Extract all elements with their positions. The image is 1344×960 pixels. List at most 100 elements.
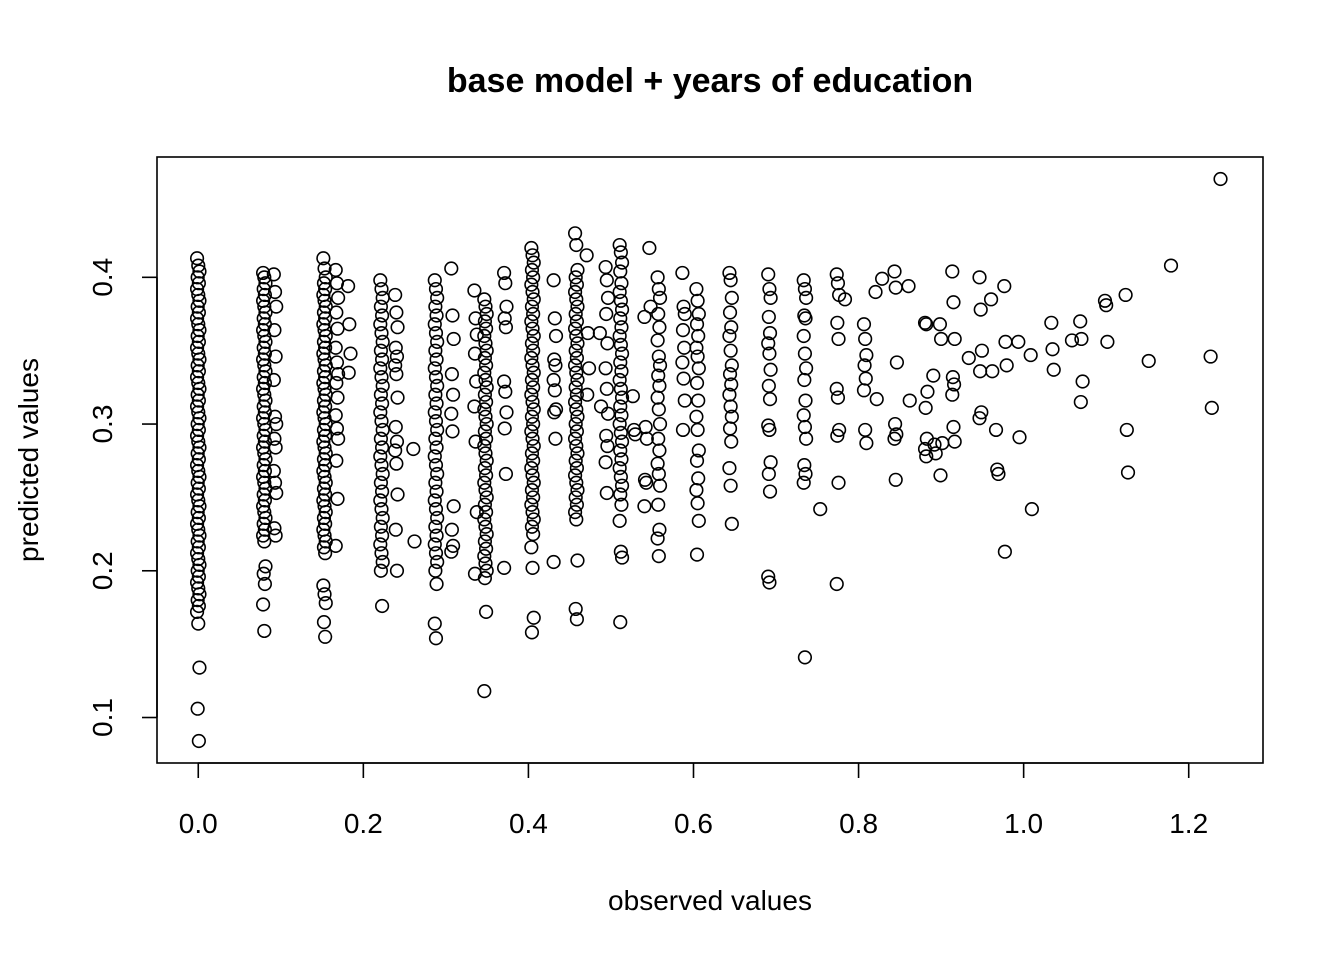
data-point	[569, 612, 584, 627]
data-point	[317, 499, 332, 514]
data-point	[581, 361, 597, 376]
data-point	[191, 393, 206, 408]
data-point	[256, 566, 271, 581]
data-point	[569, 314, 584, 329]
data-point	[887, 431, 902, 446]
data-point	[256, 340, 271, 355]
data-point	[928, 446, 943, 461]
data-point	[318, 487, 333, 502]
data-point	[690, 496, 705, 511]
data-point	[497, 560, 512, 575]
data-point	[317, 293, 332, 308]
data-point	[568, 306, 583, 322]
data-point	[428, 475, 443, 490]
data-point	[478, 394, 494, 410]
data-point	[266, 267, 281, 282]
data-point	[258, 393, 273, 408]
data-point	[477, 328, 492, 344]
data-point	[570, 299, 585, 314]
data-point	[373, 405, 388, 420]
data-point	[328, 538, 343, 553]
data-point	[430, 290, 445, 305]
data-point	[651, 402, 666, 417]
data-point	[390, 390, 405, 405]
data-point	[761, 309, 776, 325]
data-point	[525, 394, 540, 410]
data-point	[901, 279, 916, 294]
data-point	[569, 438, 584, 454]
data-point	[691, 361, 706, 376]
data-point	[761, 378, 776, 394]
data-point	[375, 308, 390, 323]
data-point	[1011, 334, 1026, 349]
data-point	[388, 522, 403, 537]
data-point	[526, 610, 541, 625]
data-point	[316, 481, 332, 496]
data-point	[191, 733, 206, 749]
data-point	[192, 469, 207, 484]
data-point	[723, 399, 738, 414]
data-point	[478, 336, 493, 351]
data-point	[613, 381, 628, 396]
data-point	[600, 438, 615, 454]
data-point	[797, 372, 812, 388]
data-point	[689, 409, 704, 424]
data-point	[614, 478, 630, 493]
data-point	[526, 438, 541, 454]
data-point	[613, 311, 628, 326]
data-point	[526, 512, 541, 527]
data-point	[329, 375, 344, 391]
data-point	[429, 440, 444, 455]
data-point	[524, 299, 540, 314]
data-point	[373, 519, 389, 534]
data-point	[258, 364, 273, 379]
data-point	[722, 460, 737, 476]
data-point	[1099, 298, 1114, 313]
data-point	[374, 369, 389, 385]
data-point	[568, 453, 583, 468]
data-point	[478, 321, 494, 336]
data-point	[318, 311, 333, 326]
data-point	[477, 350, 492, 366]
data-point	[524, 519, 540, 534]
data-point	[524, 387, 539, 402]
data-point	[526, 306, 541, 322]
data-point	[650, 456, 665, 471]
data-point	[256, 428, 271, 443]
data-point	[373, 273, 388, 288]
data-point	[1100, 334, 1115, 349]
data-point	[652, 358, 668, 373]
data-point	[650, 270, 665, 285]
data-point	[479, 453, 494, 468]
data-point	[613, 443, 628, 458]
data-point	[526, 416, 541, 432]
data-point	[478, 482, 493, 498]
data-point	[524, 446, 540, 461]
data-point	[498, 320, 514, 335]
data-point	[256, 399, 271, 414]
data-point	[548, 402, 564, 417]
data-point	[427, 449, 442, 464]
data-point	[526, 380, 541, 395]
data-point	[469, 374, 484, 389]
data-point	[478, 431, 494, 446]
data-point	[525, 321, 540, 336]
data-point	[614, 408, 629, 423]
data-point	[375, 334, 390, 349]
data-point	[650, 390, 665, 405]
data-point	[191, 346, 206, 361]
data-point	[373, 299, 389, 314]
data-point	[269, 299, 284, 314]
data-point	[446, 499, 461, 514]
data-point	[373, 475, 389, 490]
data-point	[690, 422, 705, 438]
data-point	[192, 264, 207, 279]
data-point	[373, 361, 388, 376]
data-point	[190, 504, 205, 520]
data-point	[375, 598, 390, 614]
data-point	[643, 299, 658, 314]
data-point	[524, 240, 539, 256]
data-point	[614, 302, 630, 317]
data-point	[329, 421, 345, 436]
data-point	[190, 593, 205, 608]
